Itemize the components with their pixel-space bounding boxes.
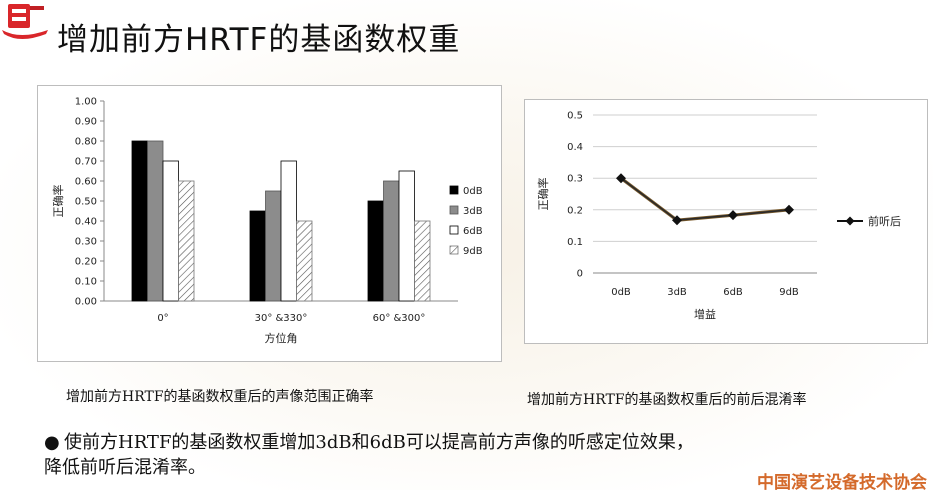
y-tick-label: 0.4 <box>567 142 583 153</box>
x-axis-label: 增益 <box>694 307 716 321</box>
bar-3dB-0 <box>147 140 164 302</box>
legend-swatch-9dB <box>449 245 459 255</box>
y-tick-label: 0.70 <box>75 157 97 168</box>
x-axis-label: 方位角 <box>265 331 298 345</box>
legend-swatch-0dB <box>449 185 459 195</box>
y-tick-label: 0 <box>577 269 583 280</box>
bullet-line-1: 使前方HRTF的基函数权重增加3dB和6dB可以提高前方声像的听感定位效果， <box>64 432 694 453</box>
series-line-前听后 <box>620 177 790 222</box>
legend-label-0dB: 0dB <box>463 186 483 197</box>
x-tick-label: 6dB <box>723 287 743 298</box>
data-point <box>784 204 794 215</box>
data-point <box>728 210 738 221</box>
y-tick-label: 0.80 <box>75 137 97 148</box>
x-tick-label: 3dB <box>667 287 687 298</box>
chart2-caption: 增加前方HRTF的基函数权重后的前后混淆率 <box>527 392 807 408</box>
y-tick-label: 0.10 <box>75 277 97 288</box>
bar-3dB-1 <box>265 190 282 302</box>
y-tick-label: 0.90 <box>75 117 97 128</box>
y-axis-label: 正确率 <box>51 185 65 218</box>
series-line-shadow <box>620 176 790 222</box>
y-tick-label: 0.3 <box>567 174 583 185</box>
chart1-caption: 增加前方HRTF的基函数权重后的声像范围正确率 <box>66 389 374 405</box>
legend-swatch-6dB <box>449 225 459 235</box>
bullet-paragraph: ● 使前方HRTF的基函数权重增加3dB和6dB可以提高前方声像的听感定位效果， … <box>44 430 924 480</box>
bar-0dB-2 <box>367 200 384 302</box>
data-point <box>672 215 682 226</box>
bar-6dB-1 <box>280 160 297 302</box>
bar-9dB-2 <box>414 220 431 302</box>
page-title: 增加前方HRTF的基函数权重 <box>57 22 461 58</box>
x-tick-label: 9dB <box>779 287 799 298</box>
bar-0dB-1 <box>249 210 266 302</box>
legend-label-6dB: 6dB <box>463 226 483 237</box>
x-tick-label: 60° &300° <box>373 313 426 324</box>
legend-label-9dB: 9dB <box>463 246 483 257</box>
x-tick-label: 0° <box>157 313 168 324</box>
legend-marker <box>845 216 855 226</box>
y-axis-label: 正确率 <box>536 178 550 211</box>
y-tick-label: 0.1 <box>567 237 583 248</box>
y-tick-label: 0.2 <box>567 205 583 216</box>
x-tick-label: 0dB <box>611 287 631 298</box>
bullet-icon: ● <box>44 432 60 453</box>
bar-3dB-2 <box>383 180 400 302</box>
y-tick-label: 0.5 <box>567 111 583 122</box>
bar-6dB-0 <box>162 160 179 302</box>
footer-organization: 中国演艺设备技术协会 <box>757 473 927 493</box>
y-tick-label: 1.00 <box>75 97 97 108</box>
line-chart-container: 0 0.1 0.2 0.3 0.4 0.5 0dB 3dB 6dB 9dB 增益 正确率前听后 <box>524 99 928 344</box>
logo-icon <box>2 4 48 39</box>
y-tick-label: 0.00 <box>75 297 97 308</box>
y-tick-label: 0.30 <box>75 237 97 248</box>
bar-9dB-1 <box>296 220 313 302</box>
legend-label-3dB: 3dB <box>463 206 483 217</box>
bar-0dB-0 <box>131 140 148 302</box>
bar-6dB-2 <box>398 170 415 302</box>
legend-label: 前听后 <box>868 214 901 228</box>
y-tick-label: 0.60 <box>75 177 97 188</box>
x-tick-label: 30° &330° <box>255 313 308 324</box>
y-tick-label: 0.20 <box>75 257 97 268</box>
legend-swatch-3dB <box>449 205 459 215</box>
data-point <box>616 173 626 184</box>
bar-chart: 0.00 0.10 0.20 0.30 0.40 0.50 0.60 0.70 0.80 0.90… <box>51 97 483 346</box>
y-tick-label: 0.50 <box>75 197 97 208</box>
bar-9dB-0 <box>178 180 195 302</box>
bullet-line-2: 降低前听后混淆率。 <box>44 457 206 478</box>
y-tick-label: 0.40 <box>75 217 97 228</box>
bar-chart-container: 0.00 0.10 0.20 0.30 0.40 0.50 0.60 0.70 0.80 0.90… <box>37 85 502 362</box>
